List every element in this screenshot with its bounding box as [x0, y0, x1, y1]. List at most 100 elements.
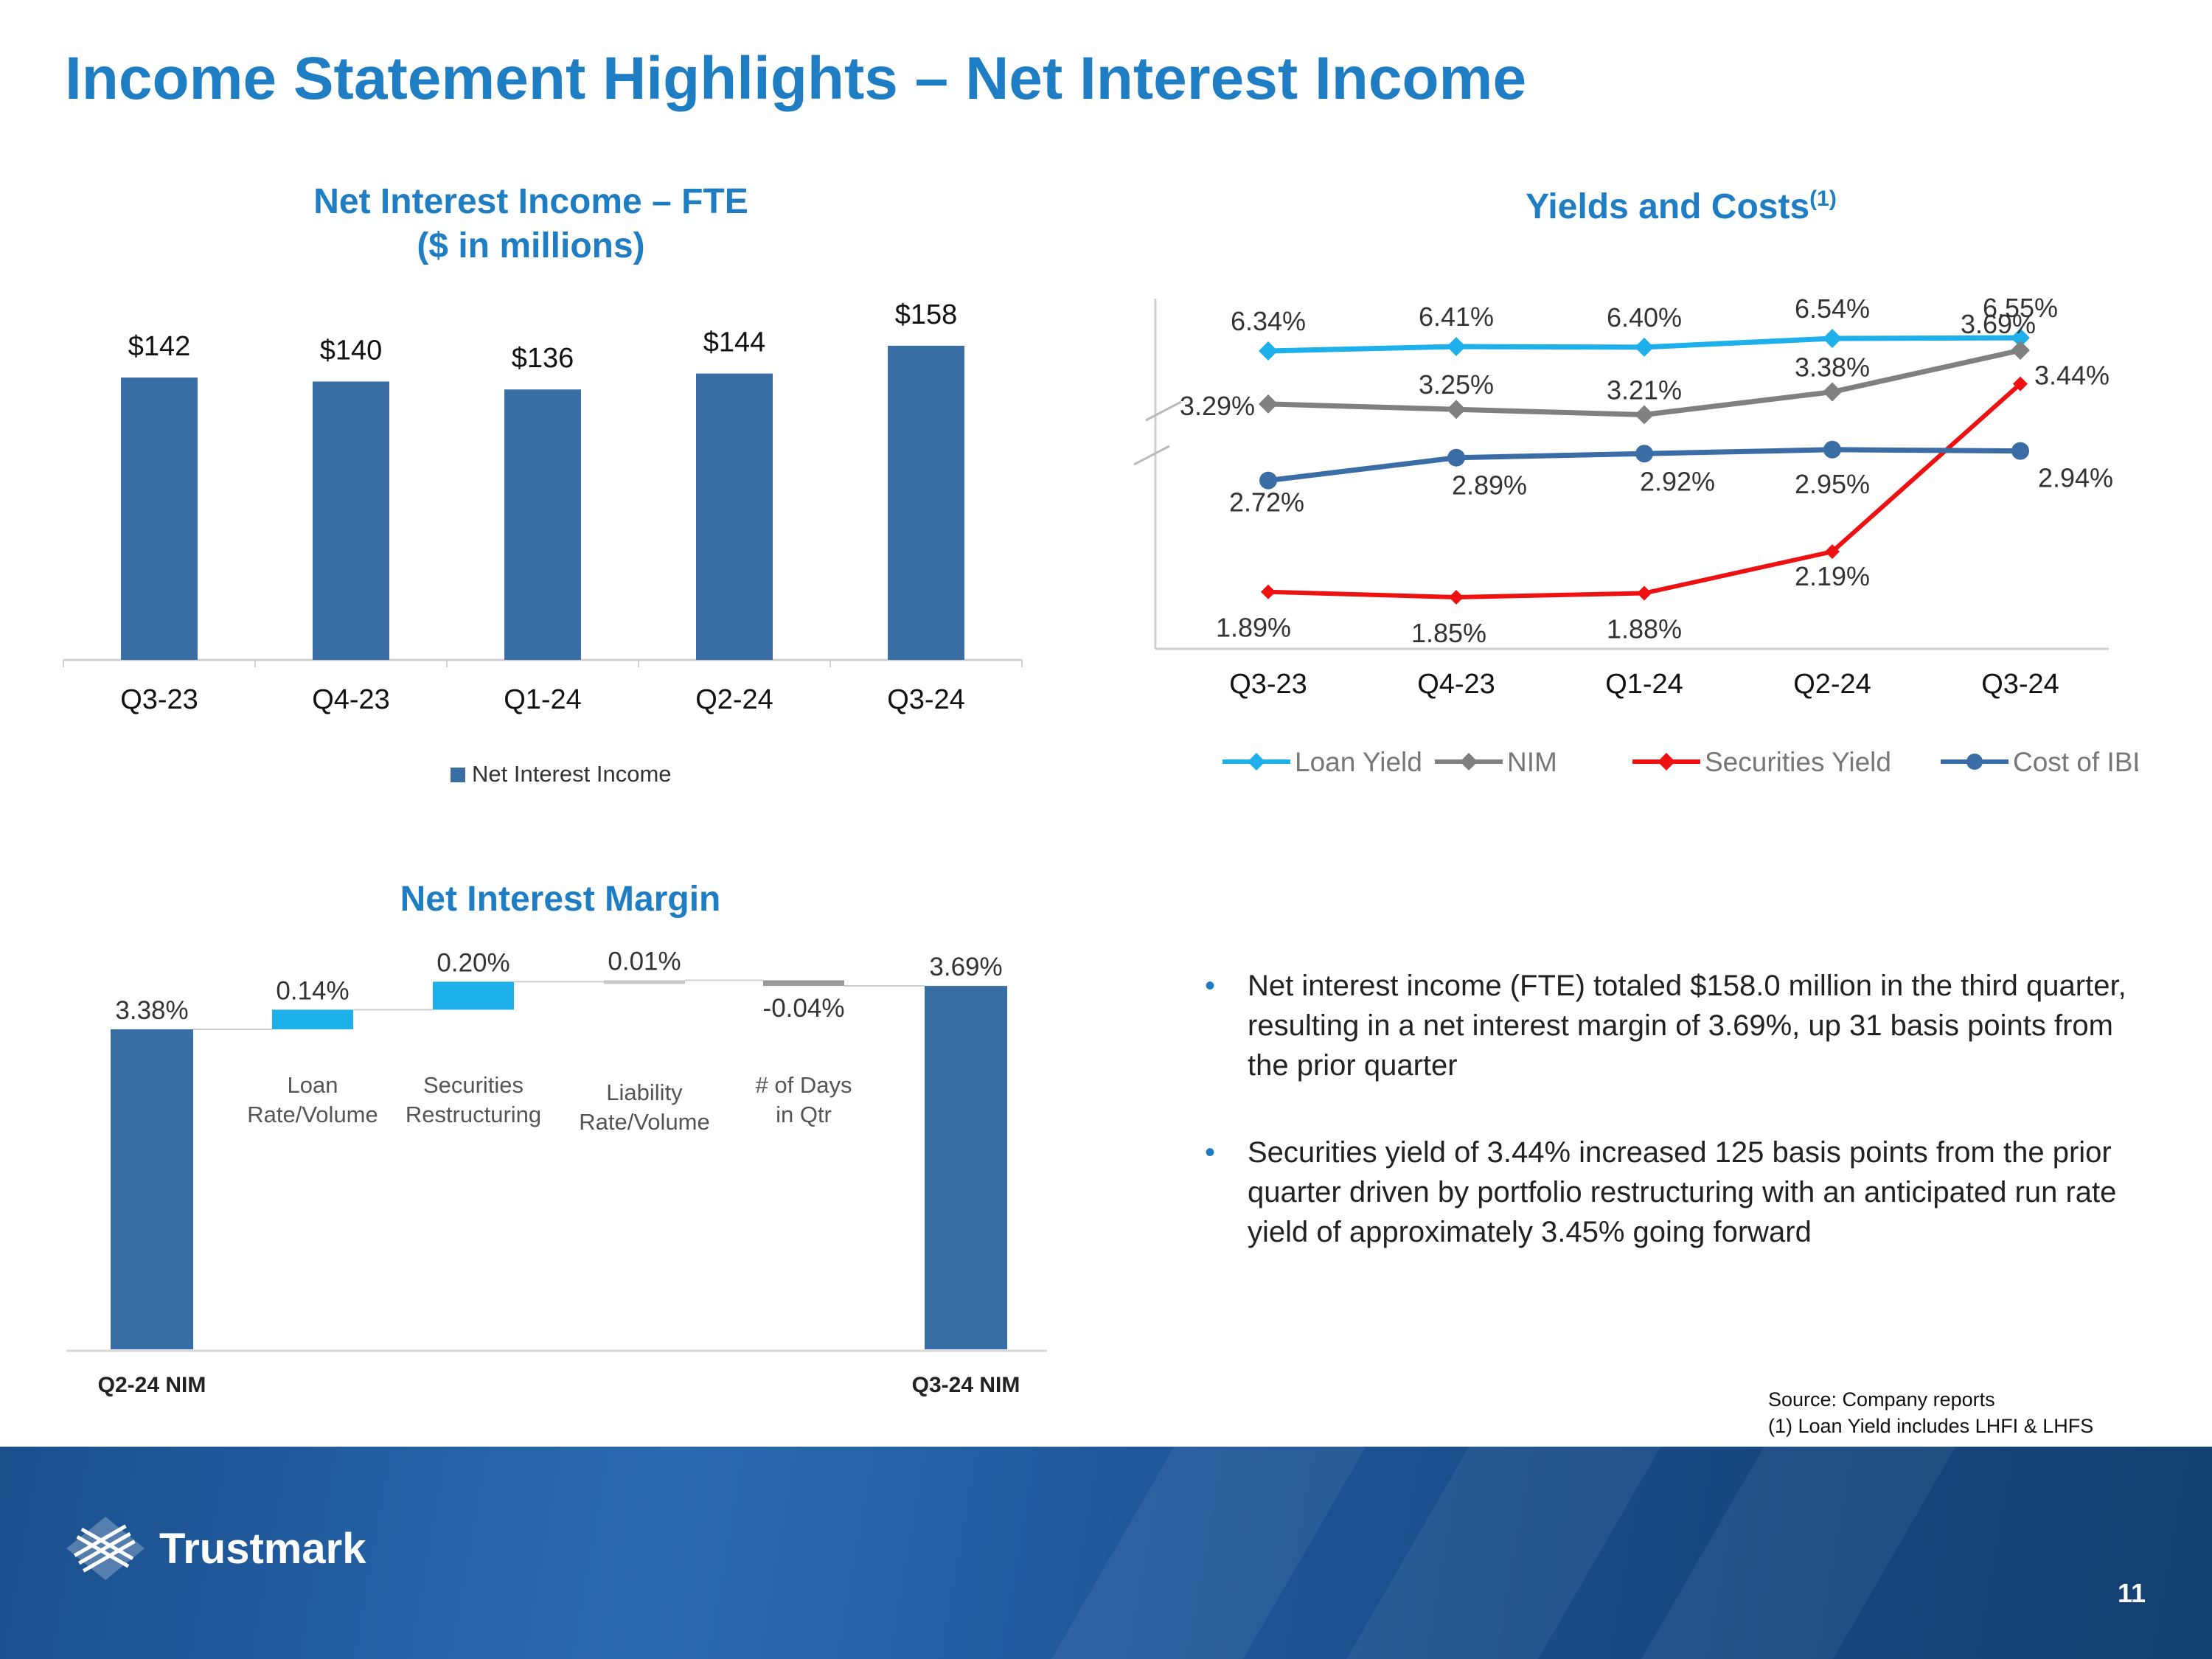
page-number: 11: [2117, 1578, 2146, 1608]
series-point-marker: [1447, 448, 1465, 467]
nim-category-label: in Qtr: [776, 1102, 832, 1127]
series-point-marker: [2011, 341, 2030, 361]
nim-change-bar: [763, 980, 844, 987]
footer-decor-stripe: [1610, 1447, 1973, 1659]
yields-chart-title-block: Yields and Costs(1): [1386, 177, 1976, 229]
series-data-label: 6.34%: [1231, 306, 1306, 336]
source-line: Source: Company reports: [1768, 1388, 1995, 1411]
axis-break-mark: [1133, 445, 1170, 466]
series-point-marker: [1447, 337, 1466, 357]
series-point-marker: [1823, 382, 1842, 402]
nim-change-bar: [433, 981, 514, 1010]
legend-label: Loan Yield: [1295, 747, 1422, 777]
series-data-label: 2.94%: [2038, 463, 2113, 493]
nim-bar-value-label: 3.69%: [929, 953, 1002, 981]
series-data-label: 6.55%: [1983, 293, 2058, 323]
nii-bar: [504, 389, 581, 660]
series-data-label: 2.89%: [1452, 470, 1527, 501]
nii-bar: [313, 381, 389, 660]
series-data-label: 3.25%: [1419, 369, 1494, 400]
yields-chart-title: Yields and Costs: [1526, 187, 1810, 226]
yields-category-label: Q2-24: [1793, 669, 1871, 700]
legend-marker: [1460, 753, 1478, 771]
series-data-label: 3.21%: [1607, 375, 1682, 405]
nii-bar-chart: $142 Q3-23 $140 Q4-23 $136 Q1-24 $144 Q2-24 $158…: [63, 299, 1023, 787]
nii-bar-value-label: $140: [320, 335, 383, 366]
nii-bar-value-label: $158: [895, 299, 958, 330]
nim-category-label: Loan: [288, 1072, 338, 1098]
series-point-marker: [1259, 471, 1277, 490]
footer-decor-stripe: [1315, 1447, 1678, 1659]
legend-marker: [1248, 753, 1265, 771]
series-data-label: 2.19%: [1795, 561, 1870, 591]
series-point-marker: [2011, 328, 2030, 348]
nim-bar-value-label: -0.04%: [763, 994, 845, 1023]
nii-bar: [121, 378, 198, 660]
nim-change-bar: [272, 1009, 353, 1029]
series-data-label: 6.41%: [1419, 302, 1494, 332]
nim-category-label: Restructuring: [406, 1102, 541, 1127]
nim-bar-value-label: 0.01%: [608, 947, 681, 976]
series-point-marker: [1823, 440, 1841, 459]
slide-title: Income Statement Highlights – Net Intere…: [65, 45, 1527, 112]
footer-band: [0, 1447, 2212, 1659]
bullet-item: • Net interest income (FTE) totaled $158…: [1194, 966, 2138, 1085]
nii-category-label: Q1-24: [504, 684, 582, 715]
series-point-marker: [1823, 329, 1842, 348]
commentary-bullets: • Net interest income (FTE) totaled $158…: [1194, 966, 2138, 1299]
nim-total-bar: [925, 986, 1007, 1349]
footnote-line: (1) Loan Yield includes LHFI & LHFS: [1768, 1415, 2094, 1437]
nim-chart-title: Net Interest Margin: [400, 880, 721, 919]
nii-category-label: Q4-23: [312, 684, 390, 715]
series-data-label: 3.69%: [1961, 309, 2036, 339]
series-data-label: 6.54%: [1795, 293, 1870, 324]
series-point-marker: [1637, 585, 1652, 601]
nii-legend-label: Net Interest Income: [472, 761, 672, 787]
series-point-marker: [1447, 400, 1466, 420]
series-data-label: 6.40%: [1607, 302, 1682, 333]
nim-category-label: Rate/Volume: [247, 1102, 378, 1127]
company-logo: Trustmark: [65, 1515, 366, 1582]
nii-chart-title-block: Net Interest Income – FTE ($ in millions…: [236, 180, 826, 268]
nim-end-label: Q3-24 NIM: [912, 1373, 1020, 1397]
nii-bar-value-label: $142: [128, 331, 191, 362]
series-data-label: 3.44%: [2034, 361, 2110, 391]
series-data-label: 3.29%: [1180, 391, 1255, 421]
yields-category-label: Q3-24: [1981, 669, 2059, 700]
series-data-label: 2.72%: [1229, 487, 1304, 518]
bullet-text: Net interest income (FTE) totaled $158.0…: [1248, 970, 2126, 1082]
nii-chart-subtitle: ($ in millions): [417, 226, 645, 265]
series-point-marker: [1259, 341, 1278, 361]
series-point-marker: [2011, 442, 2029, 460]
series-point-marker: [1259, 394, 1278, 414]
yields-category-label: Q3-23: [1229, 669, 1307, 700]
nii-bar-value-label: $144: [703, 327, 766, 358]
nii-legend-swatch: [451, 768, 465, 782]
nii-category-label: Q2-24: [695, 684, 773, 715]
series-point-marker: [1261, 584, 1276, 599]
series-point-marker: [1449, 590, 1464, 605]
nim-bar-value-label: 3.38%: [115, 996, 188, 1025]
legend-label: Securities Yield: [1705, 747, 1891, 777]
series-data-label: 1.89%: [1216, 613, 1291, 643]
nii-category-label: Q3-23: [120, 684, 198, 715]
nii-bar: [696, 373, 773, 660]
bullet-item: • Securities yield of 3.44% increased 12…: [1194, 1133, 2138, 1252]
yields-chart-title-footnote: (1): [1809, 187, 1837, 211]
series-data-label: 2.95%: [1795, 469, 1870, 499]
legend-marker: [1658, 753, 1675, 771]
nim-category-label: # of Days: [756, 1072, 852, 1098]
series-data-label: 2.92%: [1640, 466, 1715, 496]
series-point-marker: [2013, 376, 2028, 392]
yields-category-label: Q4-23: [1417, 669, 1495, 700]
series-data-label: 1.85%: [1411, 618, 1486, 648]
trustmark-logo-icon: [66, 1517, 145, 1580]
nii-category-label: Q3-24: [887, 684, 965, 715]
nim-start-label: Q2-24 NIM: [98, 1373, 206, 1397]
series-data-label: 1.88%: [1607, 614, 1682, 644]
series-point-marker: [1635, 337, 1654, 357]
nim-change-bar: [604, 980, 685, 984]
axis-break-mark: [1145, 400, 1182, 422]
nim-category-label: Rate/Volume: [579, 1109, 710, 1135]
